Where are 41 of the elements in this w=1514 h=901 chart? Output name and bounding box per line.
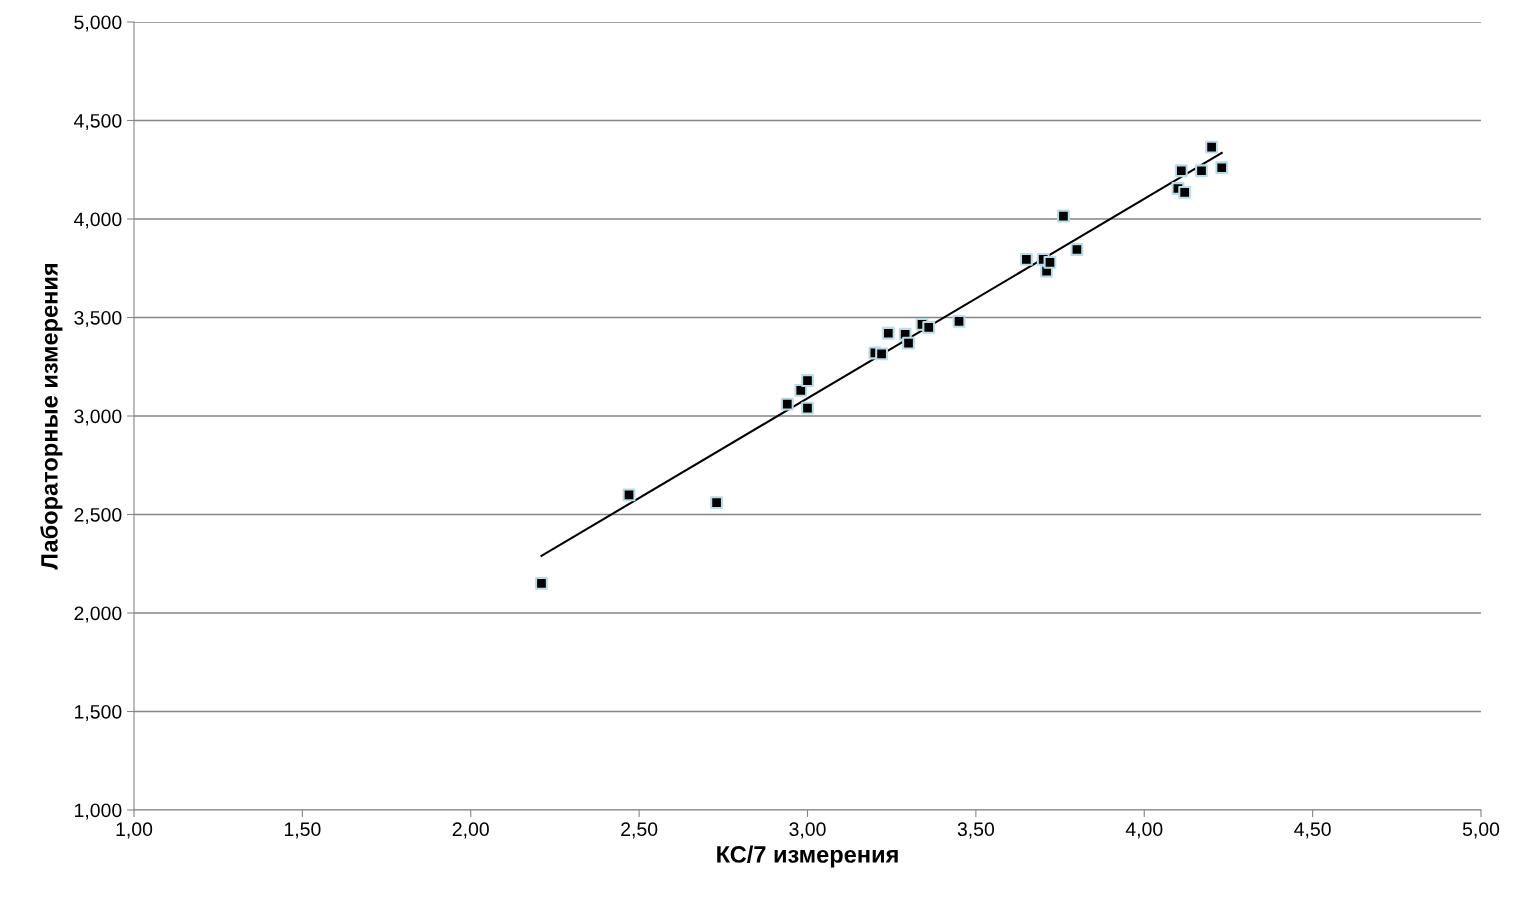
point [1195, 164, 1208, 178]
x-tick-label: 3,50 [957, 822, 995, 839]
point [902, 336, 915, 350]
point [875, 347, 888, 361]
y-tick-label: 2,000 [74, 606, 122, 623]
y-axis-title: Лабораторные измерения [40, 263, 63, 570]
point [535, 577, 548, 590]
x-tick-label: 5,00 [1462, 822, 1500, 839]
y-tick-label: 2,500 [74, 507, 122, 525]
y-tick-label: 4,500 [73, 113, 122, 131]
y-tick-label: 5,000 [74, 15, 122, 32]
y-tick-label: 1,500 [75, 704, 122, 722]
y-tick-label: 1,000 [75, 803, 122, 820]
y-tick-label: 4,000 [73, 212, 122, 229]
point [1019, 252, 1033, 266]
point [922, 320, 936, 334]
x-tick-label: 3,00 [789, 822, 826, 839]
point [801, 374, 814, 387]
point [1057, 209, 1070, 223]
y-tick-label: 3,000 [74, 409, 122, 426]
point [881, 326, 895, 340]
point [952, 315, 966, 328]
y-tick-label: 3,500 [74, 310, 122, 328]
x-tick-label: 2,00 [452, 822, 489, 839]
point [1043, 255, 1057, 269]
point [1070, 243, 1084, 256]
point [622, 488, 636, 502]
x-tick-label: 4,00 [1125, 822, 1163, 839]
x-tick-label: 4,50 [1294, 822, 1331, 839]
x-axis-title: КС/7 измерения [717, 845, 898, 868]
x-tick-label: 1,50 [284, 822, 321, 839]
point [1215, 161, 1229, 175]
point [794, 383, 808, 397]
x-tick-label: 1,00 [116, 822, 153, 839]
point [710, 496, 723, 510]
point [1205, 140, 1219, 154]
point [801, 401, 814, 415]
x-tick-label: 2,50 [621, 822, 658, 839]
point [1174, 164, 1188, 178]
point [1178, 185, 1192, 199]
point [780, 397, 794, 411]
